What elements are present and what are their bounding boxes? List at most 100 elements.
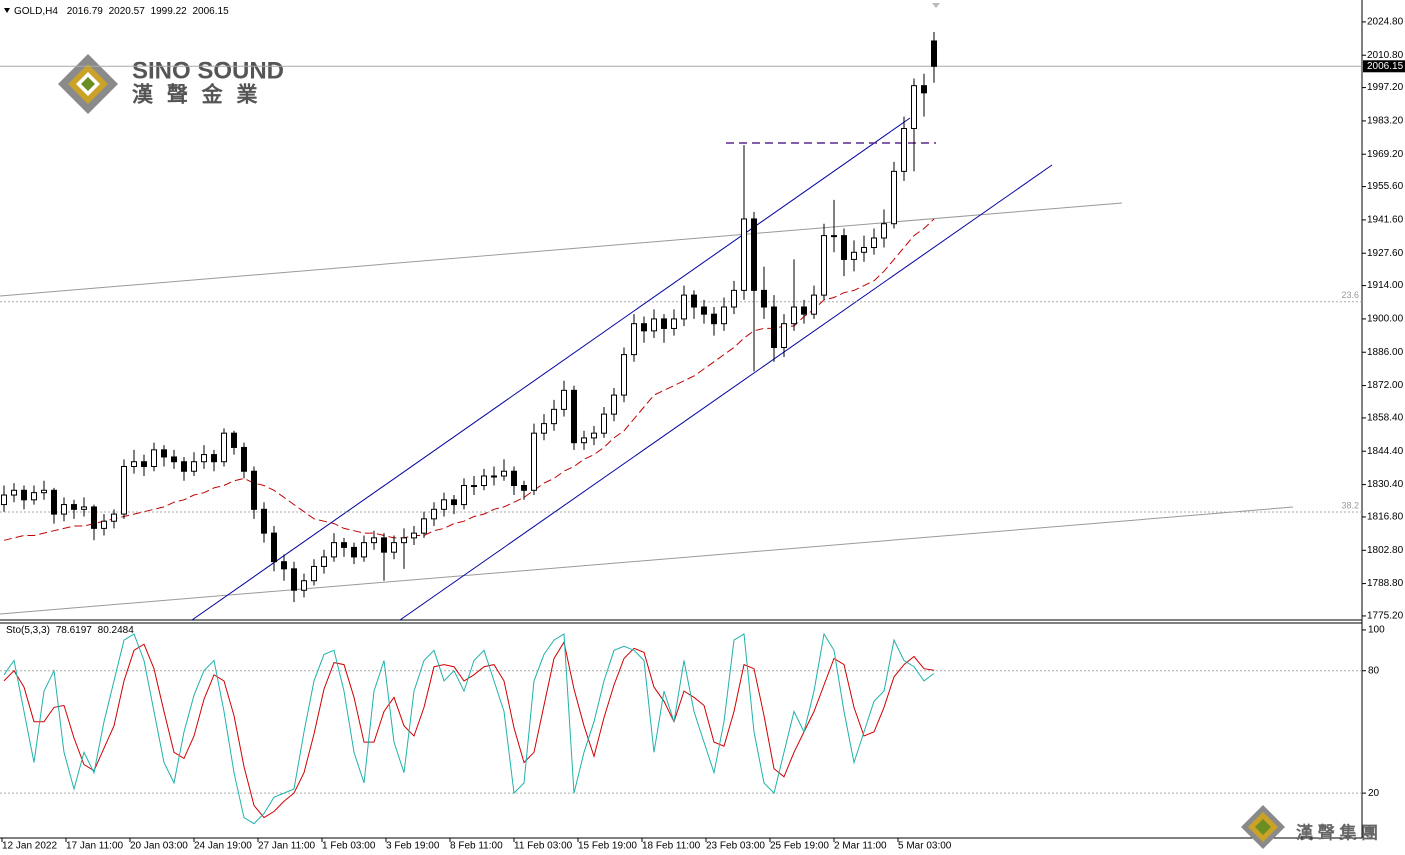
candle-body [551,408,557,425]
candle-body [731,289,737,308]
stoch-signal-value: 80.2484 [98,625,135,636]
candle-body [151,449,157,467]
low-value: 1999.22 [151,6,188,17]
candle-body [461,485,467,506]
candle-body [251,470,257,510]
candle-body [681,294,687,320]
candle-body [281,561,287,570]
candle-body [601,413,607,434]
y-tick-label: 1900.00 [1367,314,1404,325]
candle-body [881,223,887,239]
candle-body [751,218,757,291]
logo: SINO SOUND 漢 聲 金 業 [58,54,284,114]
candle-body [371,537,377,544]
candle-body [621,354,627,396]
candle-body [301,580,307,591]
x-tick-label: 5 Mar 03:00 [898,841,952,852]
candle-body [321,556,327,567]
candle-body [161,449,167,458]
candle-body [841,235,847,260]
y-tick-label: 2024.80 [1367,17,1404,28]
candle-body [561,389,567,410]
candle-body [861,247,867,253]
y-tick-label: 1886.00 [1367,347,1404,358]
candle-body [41,489,47,494]
candle-body [651,318,657,332]
chart-header: GOLD,H4 2016.79 2020.57 1999.22 2006.15 [14,6,229,17]
candle-body [141,461,147,467]
y-tick-label: 1983.20 [1367,116,1404,127]
symbol: GOLD,H4 [14,6,58,17]
candle-body [21,489,27,501]
x-tick-label: 2 Mar 11:00 [834,841,887,852]
y-tick-label: 1844.40 [1367,446,1404,457]
current-price-box [1363,60,1405,73]
high-value: 2020.57 [109,6,146,17]
candle-body [501,470,507,477]
x-tick-label: 25 Feb 19:00 [770,841,829,852]
candle-body [111,513,117,522]
y-tick-label: 1775.20 [1367,611,1404,622]
moving-average [3,218,935,541]
y-tick-label: 1914.00 [1367,280,1404,291]
candle-body [921,85,927,94]
channel-lower [399,164,1053,621]
x-tick-label: 3 Feb 19:00 [386,841,440,852]
candle-body [521,485,527,491]
candle-body [341,542,347,548]
candle-body [381,537,387,553]
y-tick-label: 1969.20 [1367,149,1404,160]
indicator-name: Sto(5,3,3) [6,625,50,636]
x-tick-label: 11 Feb 03:00 [514,841,573,852]
candle-body [741,218,747,291]
candle-body [761,289,767,308]
candle-body [871,237,877,249]
candle-body [721,306,727,325]
candle-body [271,532,277,563]
candle-body [291,568,297,591]
x-tick-label: 18 Feb 11:00 [642,841,701,852]
candle-body [61,504,67,515]
indicator-header: Sto(5,3,3) 78.6197 80.2484 [6,625,134,636]
candle-body [311,565,317,582]
candle-body [811,294,817,315]
y-tick-label: 1802.80 [1367,545,1404,556]
x-tick-label: 20 Jan 03:00 [130,841,188,852]
candle-body [691,294,697,308]
candle-body [931,40,937,67]
candle-body [31,492,37,501]
candle-body [71,504,77,510]
brand-chinese: 漢 聲 金 業 [132,83,262,107]
candle-body [571,389,577,444]
stoch-tick-label: 100 [1368,625,1385,636]
candle-body [771,306,777,348]
candle-body [361,542,367,558]
channel-upper [191,117,911,621]
candle-body [181,461,187,472]
candle-body [831,235,837,238]
y-tick-label: 1997.20 [1367,82,1404,93]
candle-body [631,323,637,356]
candle-body [911,85,917,130]
corner-logo: 漢 聲 集 團 [1241,805,1378,849]
candle-body [81,506,87,510]
candle-body [171,456,177,463]
candle-body [191,461,197,472]
stoch-tick-label: 80 [1368,665,1380,676]
x-tick-label: 17 Jan 11:00 [66,841,124,852]
trend-line [0,202,1123,297]
y-tick-label: 1788.80 [1367,578,1404,589]
y-tick-label: 1955.60 [1367,181,1404,192]
candle-body [441,499,447,510]
candle-body [431,508,437,520]
open-value: 2016.79 [67,6,104,17]
stoch-main [3,632,935,825]
stoch-tick-label: 20 [1368,788,1380,799]
candle-body [641,323,647,332]
candle-body [351,546,357,558]
menu-arrow [4,8,10,13]
candle-body [331,542,337,558]
candle-body [821,235,827,296]
y-tick-label: 1927.60 [1367,248,1404,259]
